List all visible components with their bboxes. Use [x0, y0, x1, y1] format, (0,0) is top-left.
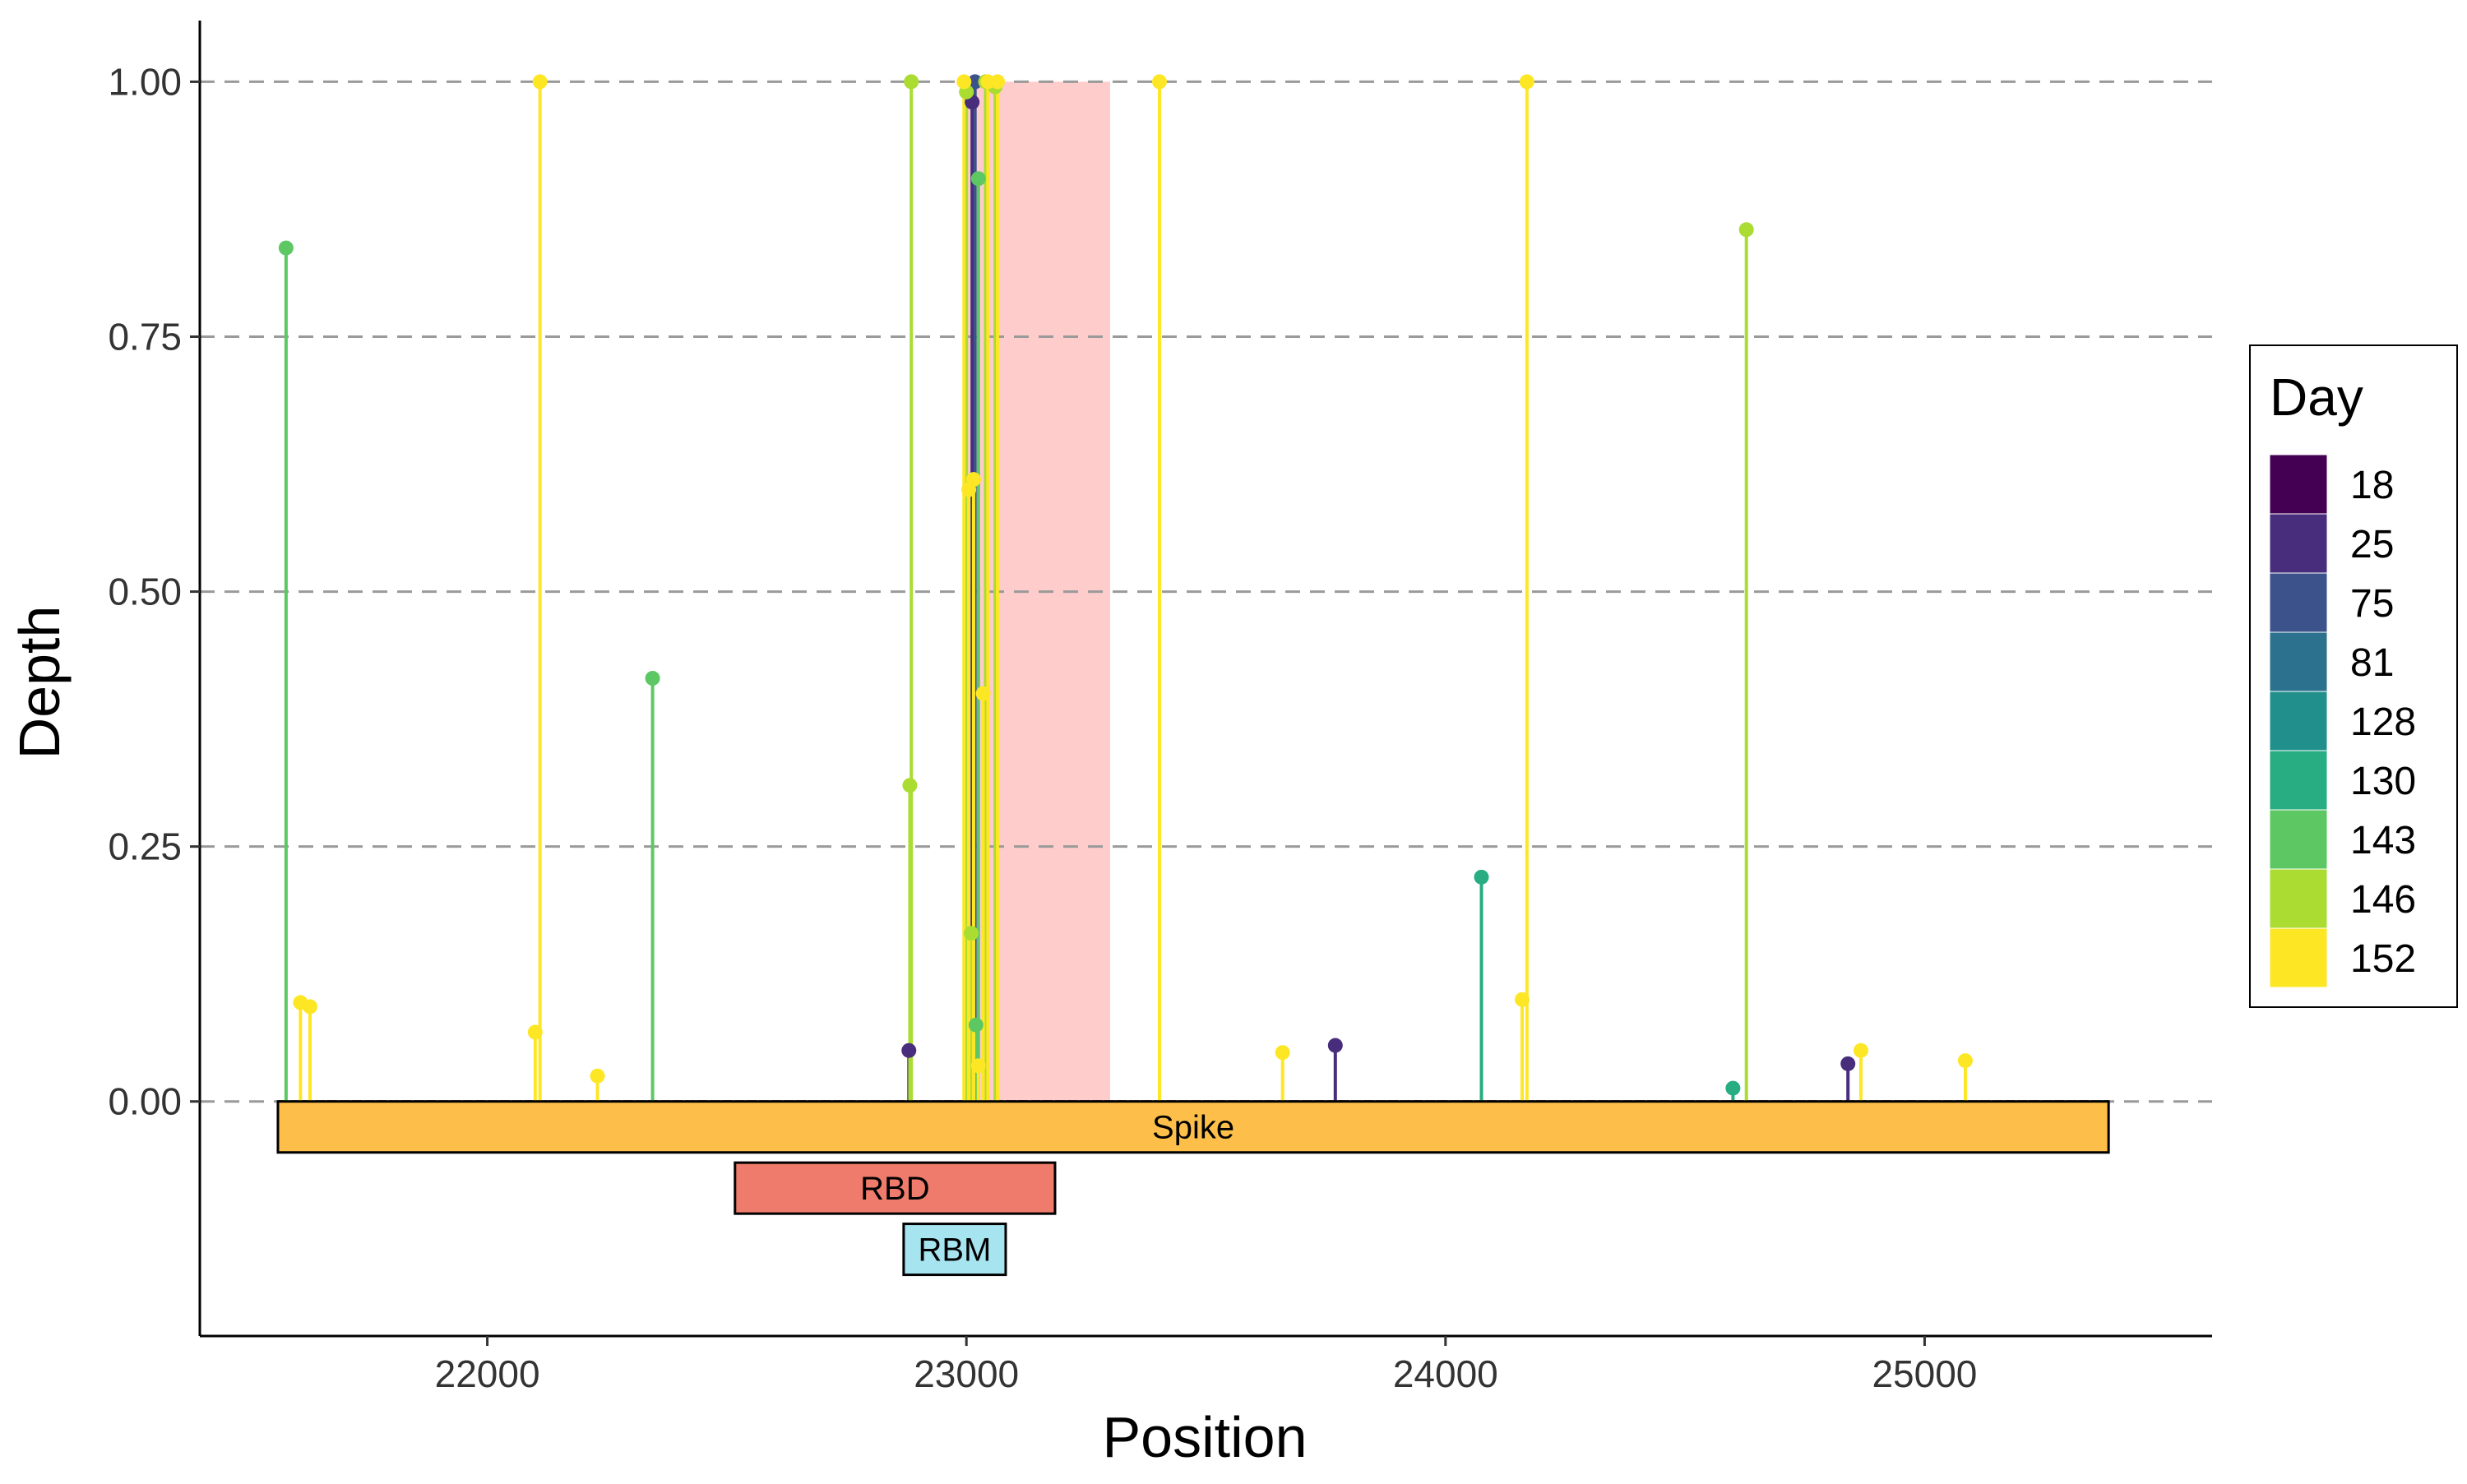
y-ticks-layer: 0.00 0.25 0.50 0.75 1.00	[108, 60, 200, 1123]
y-tick-label: 0.00	[108, 1080, 182, 1123]
legend: Day 18 25 75 81 128 130 143 146 152	[2249, 344, 2458, 1008]
legend-label: 152	[2350, 937, 2416, 981]
y-tick-label: 0.25	[108, 825, 182, 868]
legend-swatch	[2269, 572, 2328, 633]
legend-label: 130	[2350, 760, 2416, 803]
data-point	[1853, 1042, 1868, 1058]
data-point	[1519, 74, 1534, 90]
y-tick-label: 0.50	[108, 571, 182, 613]
legend-label: 75	[2350, 582, 2394, 626]
data-point	[590, 1068, 605, 1084]
data-point	[902, 778, 918, 793]
data-point	[970, 171, 986, 187]
data-point	[1840, 1056, 1856, 1071]
x-tick-label: 24000	[1393, 1352, 1498, 1395]
legend-label: 128	[2350, 700, 2416, 744]
legend-swatch	[2269, 750, 2328, 811]
data-point	[967, 74, 983, 90]
data-point	[278, 240, 294, 256]
data-point	[527, 1024, 543, 1040]
legend-label: 146	[2350, 878, 2416, 922]
data-point	[1515, 992, 1530, 1007]
domain-label: RBM	[918, 1232, 991, 1269]
data-point	[1327, 1038, 1343, 1053]
gridlines-layer	[200, 80, 2212, 1103]
x-tick-label: 22000	[435, 1352, 540, 1395]
data-point	[1957, 1053, 1973, 1069]
legend-swatch	[2269, 868, 2328, 929]
data-point	[901, 1042, 917, 1058]
data-point	[532, 74, 548, 90]
points-layer	[278, 74, 1973, 1096]
data-point	[1474, 869, 1489, 885]
legend-swatch	[2269, 927, 2328, 988]
legend-label: 25	[2350, 523, 2394, 566]
legend-swatch	[2269, 631, 2328, 692]
y-tick-label: 1.00	[108, 60, 182, 103]
data-point	[964, 926, 979, 941]
legend-label: 18	[2350, 464, 2394, 507]
data-point	[645, 671, 660, 686]
data-point	[956, 74, 972, 90]
data-point	[904, 74, 919, 90]
data-point	[970, 1058, 986, 1074]
domain-box	[276, 1100, 2110, 1154]
data-point	[990, 74, 1006, 90]
y-axis-title: Depth	[7, 606, 72, 760]
data-point	[1275, 1045, 1290, 1061]
x-axis-title: Position	[1102, 1405, 1307, 1469]
data-point	[1725, 1080, 1741, 1096]
legend-swatch	[2269, 809, 2328, 870]
domains-layer: Spike RBD RBM	[276, 1100, 2110, 1277]
data-point	[1151, 74, 1167, 90]
data-point	[975, 686, 991, 701]
domain-label: Spike	[1152, 1110, 1234, 1146]
domain-box	[902, 1223, 1007, 1277]
legend-label: 81	[2350, 641, 2394, 685]
data-point	[1738, 222, 1754, 238]
legend-swatch	[2269, 513, 2328, 574]
data-point	[303, 999, 318, 1015]
axes-layer	[198, 21, 2212, 1338]
legend-entries: 18 25 75 81 128 130 143 146 152	[2269, 454, 2416, 988]
legend-swatch	[2269, 454, 2328, 515]
x-ticks-layer: 22000 23000 24000 25000	[435, 1336, 1977, 1395]
domain-box	[734, 1161, 1057, 1215]
legend-label: 143	[2350, 819, 2416, 862]
x-tick-label: 25000	[1872, 1352, 1977, 1395]
y-tick-label: 0.75	[108, 315, 182, 358]
x-tick-label: 23000	[914, 1352, 1019, 1395]
domain-label: RBD	[860, 1171, 929, 1207]
data-point	[965, 472, 981, 488]
data-point	[968, 1017, 984, 1033]
legend-swatch	[2269, 691, 2328, 751]
legend-title: Day	[2270, 368, 2363, 427]
